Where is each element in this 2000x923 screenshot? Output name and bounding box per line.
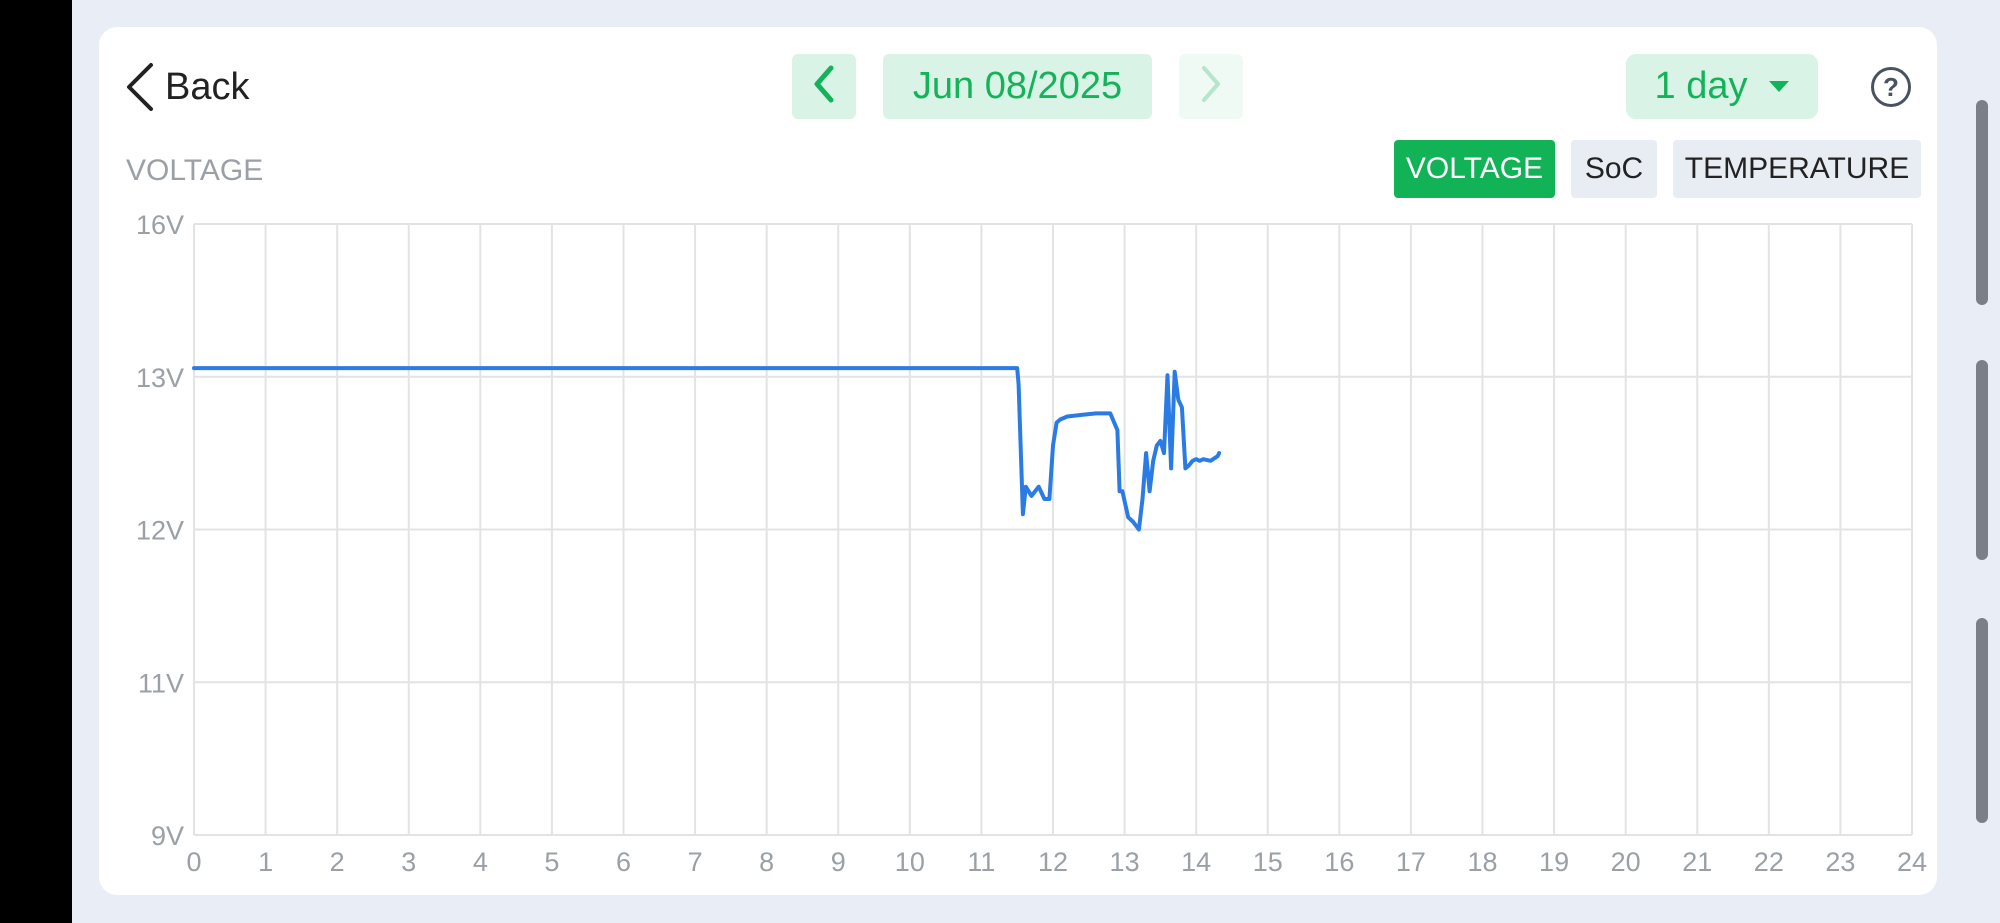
x-tick-label: 19 bbox=[1539, 847, 1569, 877]
scrollbar-thumb[interactable] bbox=[1976, 360, 1988, 560]
tab-voltage[interactable]: VOLTAGE bbox=[1394, 140, 1555, 198]
date-label[interactable]: Jun 08/2025 bbox=[883, 54, 1152, 119]
x-tick-label: 3 bbox=[401, 847, 416, 877]
x-tick-label: 2 bbox=[330, 847, 345, 877]
x-tick-label: 20 bbox=[1611, 847, 1641, 877]
y-tick-label: 9V bbox=[151, 821, 184, 851]
x-tick-label: 4 bbox=[473, 847, 488, 877]
x-tick-label: 10 bbox=[895, 847, 925, 877]
x-tick-label: 5 bbox=[544, 847, 559, 877]
tab-temperature[interactable]: TEMPERATURE bbox=[1673, 140, 1921, 198]
next-day-button[interactable] bbox=[1179, 54, 1243, 119]
y-tick-label: 13V bbox=[136, 363, 184, 393]
tab-soc[interactable]: SoC bbox=[1571, 140, 1657, 198]
x-tick-label: 13 bbox=[1110, 847, 1140, 877]
chevron-right-icon bbox=[1198, 64, 1224, 109]
x-tick-label: 8 bbox=[759, 847, 774, 877]
y-tick-label: 16V bbox=[136, 210, 184, 240]
x-tick-label: 24 bbox=[1897, 847, 1927, 877]
x-tick-label: 1 bbox=[258, 847, 273, 877]
left-edge bbox=[0, 0, 72, 923]
chevron-left-icon bbox=[121, 57, 157, 117]
x-tick-label: 12 bbox=[1038, 847, 1068, 877]
caret-down-icon bbox=[1769, 81, 1790, 92]
x-tick-label: 9 bbox=[831, 847, 846, 877]
back-label: Back bbox=[165, 65, 250, 108]
back-button[interactable]: Back bbox=[121, 57, 249, 117]
previous-day-button[interactable] bbox=[792, 54, 856, 119]
x-tick-label: 11 bbox=[967, 847, 995, 877]
x-tick-label: 15 bbox=[1253, 847, 1283, 877]
x-tick-label: 7 bbox=[688, 847, 703, 877]
voltage-series-line bbox=[192, 366, 1222, 532]
range-dropdown[interactable]: 1 day bbox=[1626, 54, 1818, 119]
help-icon[interactable]: ? bbox=[1871, 67, 1911, 107]
range-label: 1 day bbox=[1654, 65, 1748, 107]
scrollbar-thumb[interactable] bbox=[1976, 618, 1988, 823]
y-tick-label: 12V bbox=[136, 516, 184, 546]
x-tick-label: 6 bbox=[616, 847, 631, 877]
voltage-chart: 0 1 2 3 4 5 6 7 8 9 10 11 12 13 14 15 16 17 18 19 20 21 22 23 24… bbox=[136, 210, 1927, 877]
voltage-history-card: Back Jun 08/2025 1 day ? VOLTAGE VOLTAGE… bbox=[99, 27, 1937, 895]
x-tick-label: 22 bbox=[1754, 847, 1784, 877]
x-tick-label: 14 bbox=[1181, 847, 1211, 877]
y-tick-label: 11V bbox=[138, 668, 184, 698]
scrollbar-thumb[interactable] bbox=[1976, 100, 1988, 305]
x-tick-label: 17 bbox=[1396, 847, 1426, 877]
x-tick-label: 23 bbox=[1825, 847, 1855, 877]
x-tick-label: 18 bbox=[1467, 847, 1497, 877]
x-tick-label: 0 bbox=[186, 847, 201, 877]
x-tick-label: 21 bbox=[1682, 847, 1712, 877]
section-title: VOLTAGE bbox=[126, 154, 264, 187]
chevron-left-icon bbox=[811, 64, 837, 109]
x-tick-label: 16 bbox=[1324, 847, 1354, 877]
